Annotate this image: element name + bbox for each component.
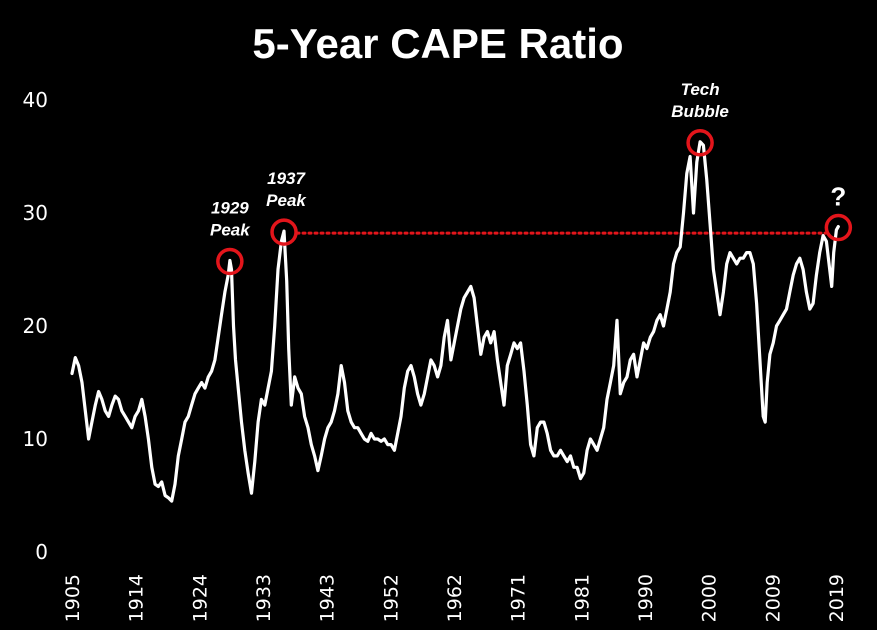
y-axis: 0 10 20 30 40 [23, 88, 48, 564]
annotation-label: Peak [266, 191, 307, 210]
x-tick-label: 1952 [380, 574, 402, 622]
cape-series-line [70, 140, 840, 503]
x-tick-label: 1962 [444, 574, 466, 622]
y-tick-label: 10 [23, 427, 48, 451]
x-tick-label: 1905 [62, 574, 84, 622]
y-tick-label: 20 [23, 314, 48, 338]
x-tick-label: 1914 [126, 574, 148, 622]
annotation-label: ? [830, 182, 846, 212]
annotation-label: 1937 [267, 169, 306, 188]
x-tick-label: 1971 [508, 574, 530, 622]
annotation-label: Bubble [671, 102, 729, 121]
peak-highlight-circle [216, 247, 244, 276]
x-tick-label: 2000 [699, 574, 721, 622]
peak-highlight-circle [824, 213, 853, 242]
x-tick-label: 1924 [189, 574, 211, 622]
y-tick-label: 0 [35, 540, 48, 564]
series-layer [70, 140, 840, 503]
annotation-layer: 1929 Peak 1937 Peak Tech Bubble? [210, 80, 853, 276]
annotation-label: Peak [210, 220, 251, 239]
x-tick-label: 1990 [635, 574, 657, 622]
annotation-label: Tech [681, 80, 720, 99]
peak-highlight-circle [686, 129, 714, 157]
annotation-label: 1929 [211, 198, 249, 217]
x-axis: 1905 1914 1924 1933 1943 1952 1962 1971 1981 1990… [62, 574, 848, 622]
y-tick-label: 30 [23, 201, 48, 225]
y-tick-label: 40 [23, 88, 48, 112]
x-tick-label: 1933 [253, 574, 275, 622]
x-tick-label: 2009 [762, 574, 784, 622]
peak-highlight-circle [270, 218, 298, 246]
x-tick-label: 2019 [826, 574, 848, 622]
x-tick-label: 1981 [571, 574, 593, 622]
x-tick-label: 1943 [317, 574, 339, 622]
chart-title: 5-Year CAPE Ratio [252, 20, 623, 67]
